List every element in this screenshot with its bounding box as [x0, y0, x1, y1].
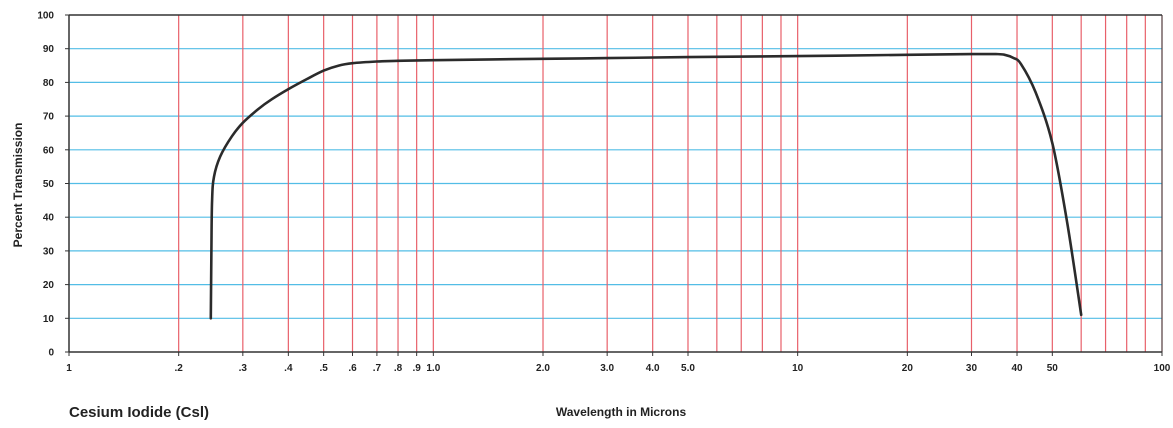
x-tick-label: 100 [1154, 363, 1171, 374]
y-tick-label: 80 [43, 78, 55, 89]
x-tick-label: 1.0 [426, 363, 440, 374]
y-tick-label: 100 [37, 11, 54, 22]
y-tick-label: 90 [43, 44, 55, 55]
x-tick-label: 2.0 [536, 363, 550, 374]
x-tick-label: .7 [373, 363, 382, 374]
x-tick-label: 30 [966, 363, 978, 374]
x-tick-label: 3.0 [600, 363, 614, 374]
x-tick-label: .8 [394, 363, 403, 374]
x-tick-label: 10 [792, 363, 804, 374]
x-tick-label: .2 [175, 363, 184, 374]
y-tick-label: 40 [43, 213, 55, 224]
x-tick-label: .9 [412, 363, 421, 374]
y-tick-label: 20 [43, 280, 55, 291]
curve-layer [209, 52, 1083, 320]
y-tick-label: 70 [43, 112, 55, 123]
y-tick-label: 30 [43, 246, 55, 257]
x-tick-label: .5 [319, 363, 328, 374]
x-tick-label: 4.0 [646, 363, 660, 374]
x-tick-label: 5.0 [681, 363, 695, 374]
chart-title: Cesium Iodide (Csl) [69, 404, 209, 421]
y-tick-label: 50 [43, 179, 55, 190]
x-tick-label: 1 [66, 363, 72, 374]
x-tick-label: .6 [348, 363, 357, 374]
y-tick-label: 60 [43, 145, 55, 156]
y-axis-title: Percent Transmission [11, 123, 25, 248]
grid-layer [69, 15, 1163, 352]
y-tick-label: 0 [48, 348, 54, 359]
x-tick-label: .4 [284, 363, 293, 374]
axes-layer [65, 14, 1163, 356]
x-tick-label: .3 [239, 363, 248, 374]
labels-layer: 0 10 20 30 40 50 60 70 80 90 100 1 .2 .3 .4 .5 .6 .7 .8 .9 1… [37, 11, 1170, 375]
x-tick-label: 40 [1011, 363, 1023, 374]
x-tick-label: 50 [1047, 363, 1059, 374]
x-axis-title: Wavelength in Microns [556, 405, 687, 419]
y-tick-label: 10 [43, 314, 55, 325]
transmission-curve [209, 52, 1083, 320]
x-tick-label: 20 [902, 363, 914, 374]
